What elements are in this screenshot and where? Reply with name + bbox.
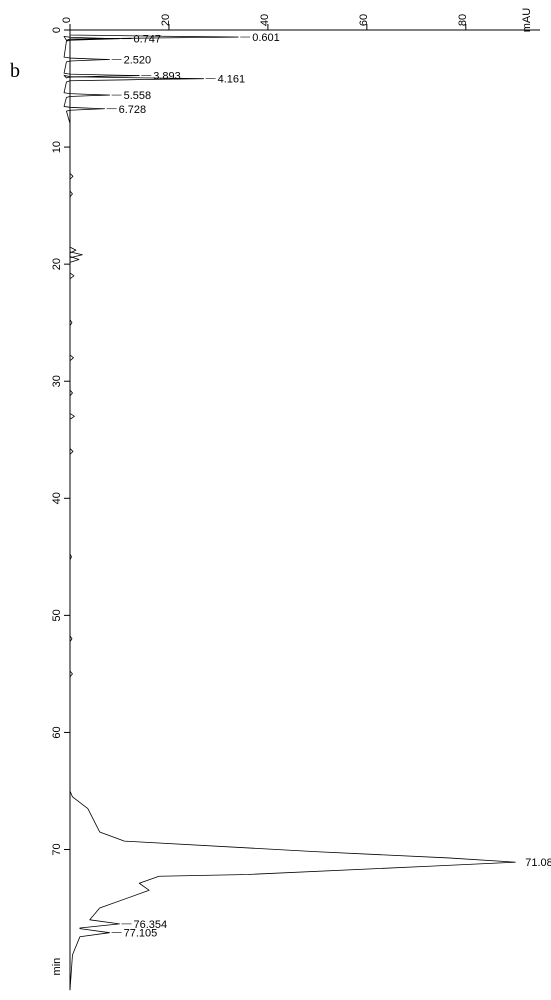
- amplitude-tick-label: 40: [259, 14, 271, 26]
- amplitude-tick-label: 80: [457, 14, 469, 26]
- peak-label: 4.161: [218, 74, 246, 86]
- time-tick-label: 40: [51, 492, 63, 504]
- peak-label: 6.728: [119, 104, 147, 116]
- peak-label: 0.601: [252, 32, 280, 44]
- amplitude-units-label: mAU: [521, 8, 533, 33]
- time-tick-label: 10: [51, 141, 63, 153]
- chromatogram-panel: 0 20 40 60 80 mAU 0 10 20 30 40 50 60 70 min b 0.601 0.74…: [0, 0, 551, 1000]
- time-units-label: min: [51, 958, 63, 976]
- time-tick-label: 20: [51, 258, 63, 270]
- peak-label: 3.893: [153, 71, 181, 83]
- peak-label: 5.558: [124, 90, 152, 102]
- time-tick-label: 30: [51, 375, 63, 387]
- panel-label: b: [10, 60, 20, 82]
- time-tick-label: 50: [51, 609, 63, 621]
- peak-label: 2.520: [124, 55, 152, 67]
- amplitude-tick-label: 20: [160, 14, 172, 26]
- peak-label: 77.105: [124, 928, 158, 940]
- time-tick-label: 70: [51, 843, 63, 855]
- amplitude-tick-label: 60: [358, 14, 370, 26]
- chromatogram-svg: 0 20 40 60 80 mAU 0 10 20 30 40 50 60 70 min b 0.601 0.74…: [0, 0, 551, 1000]
- chromatogram-trace: [64, 30, 515, 990]
- peak-label: 71.082: [525, 857, 551, 869]
- amplitude-tick-label: 0: [61, 17, 73, 23]
- peak-label: 0.747: [133, 34, 161, 46]
- time-tick-label: 60: [51, 726, 63, 738]
- time-tick-label: 0: [51, 27, 63, 33]
